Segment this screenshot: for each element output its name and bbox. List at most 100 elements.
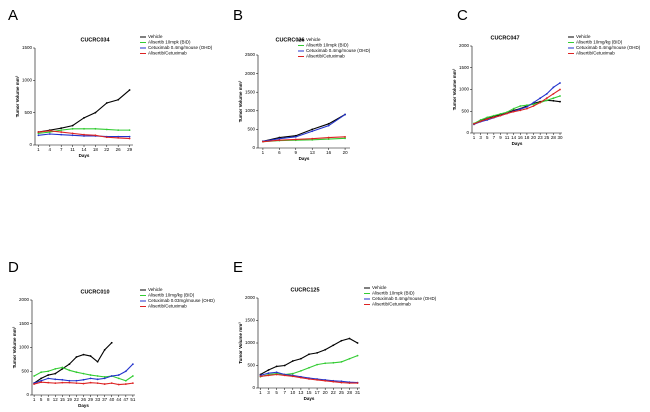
legend-label: Alisertib 10mpk (BID)	[372, 291, 415, 296]
data-point	[283, 364, 286, 367]
x-tick-label: 51	[130, 397, 136, 402]
data-point	[40, 377, 43, 380]
x-tick-label: 5	[486, 135, 489, 140]
data-point	[54, 378, 57, 381]
data-point	[128, 129, 131, 132]
series-line	[260, 337, 358, 375]
x-tick-label: 28	[347, 390, 353, 395]
legend-label: Cetuximab 0.4mg/mouse (OHD)	[372, 296, 437, 301]
data-point	[344, 113, 346, 116]
y-tick-label: 1500	[245, 318, 256, 323]
data-point	[512, 107, 515, 110]
data-point	[479, 120, 482, 123]
data-point	[75, 356, 78, 358]
legend-label: Vehicle	[576, 34, 591, 39]
data-point	[348, 337, 351, 340]
data-point	[110, 382, 113, 385]
y-tick-label: 1000	[19, 345, 30, 350]
x-tick-label: 17	[315, 390, 321, 395]
x-tick-label: 15	[60, 397, 66, 402]
data-point	[117, 129, 120, 132]
data-point	[506, 112, 508, 115]
legend-label: Alisertib/Cetuximab	[148, 51, 187, 56]
data-point	[499, 114, 502, 117]
legend-label: Vehicle	[306, 37, 321, 42]
x-tick-label: 10	[290, 390, 296, 395]
data-point	[128, 89, 131, 91]
x-tick-label: 9	[295, 150, 298, 155]
x-tick-label: 26	[116, 147, 122, 152]
data-point	[327, 138, 330, 140]
y-tick-label: 1500	[22, 45, 33, 50]
data-point	[94, 111, 97, 114]
data-point	[294, 138, 297, 141]
data-point	[532, 105, 535, 107]
y-tick-label: 2000	[19, 297, 30, 302]
data-point	[131, 382, 134, 385]
data-point	[68, 381, 71, 384]
data-point	[75, 379, 78, 382]
data-point	[83, 127, 85, 130]
data-point	[275, 371, 278, 374]
data-point	[552, 97, 555, 100]
series-line	[473, 82, 561, 125]
data-point	[117, 383, 120, 386]
data-point	[48, 131, 51, 133]
data-point	[48, 129, 51, 132]
y-tick-label: 1500	[459, 65, 470, 70]
x-tick-label: 5	[40, 397, 43, 402]
data-point	[316, 352, 318, 354]
legend-label: Alisertib/Cetuximab	[372, 302, 411, 307]
data-point	[82, 353, 85, 356]
data-point	[96, 382, 99, 385]
x-tick-label: 7	[60, 147, 63, 152]
data-point	[40, 379, 43, 382]
data-point	[532, 103, 535, 106]
x-tick-label: 22	[74, 397, 80, 402]
y-tick-label: 1000	[459, 87, 470, 92]
x-tick-label: 3	[267, 390, 270, 395]
data-point	[131, 375, 134, 377]
data-point	[545, 97, 548, 100]
x-tick-label: 20	[531, 135, 537, 140]
y-tick-label: 1000	[245, 108, 256, 113]
y-tick-label: 500	[247, 127, 255, 132]
data-point	[340, 361, 343, 363]
data-point	[94, 134, 97, 137]
data-point	[89, 377, 92, 380]
data-point	[327, 124, 330, 127]
y-tick-label: 1000	[245, 340, 256, 345]
x-tick-label: 15	[306, 390, 312, 395]
x-tick-label: 28	[551, 135, 557, 140]
x-tick-label: 12	[53, 397, 59, 402]
data-point	[291, 375, 294, 378]
data-point	[117, 98, 120, 101]
data-point	[267, 374, 270, 377]
data-point	[103, 377, 106, 380]
data-point	[316, 363, 318, 366]
data-point	[311, 130, 314, 133]
y-tick-label: 2000	[245, 71, 256, 76]
data-point	[552, 92, 555, 95]
data-point	[40, 371, 43, 374]
x-tick-label: 13	[310, 150, 316, 155]
series-line	[38, 89, 130, 133]
data-point	[559, 95, 561, 97]
data-point	[311, 137, 314, 140]
legend-label: Alisertib/Cetuximab	[148, 304, 187, 309]
y-tick-label: 500	[24, 110, 32, 115]
x-tick-label: 37	[102, 397, 108, 402]
x-tick-label: 25	[339, 390, 345, 395]
x-tick-label: 19	[67, 397, 73, 402]
data-point	[300, 370, 302, 372]
data-point	[47, 377, 50, 380]
data-point	[89, 355, 92, 357]
data-point	[356, 354, 359, 357]
x-axis-label: Days	[78, 403, 89, 408]
legend-label: Vehicle	[372, 285, 387, 290]
data-point	[124, 370, 127, 373]
data-point	[275, 373, 278, 376]
data-point	[124, 383, 127, 385]
data-point	[61, 367, 64, 370]
data-point	[68, 369, 71, 372]
